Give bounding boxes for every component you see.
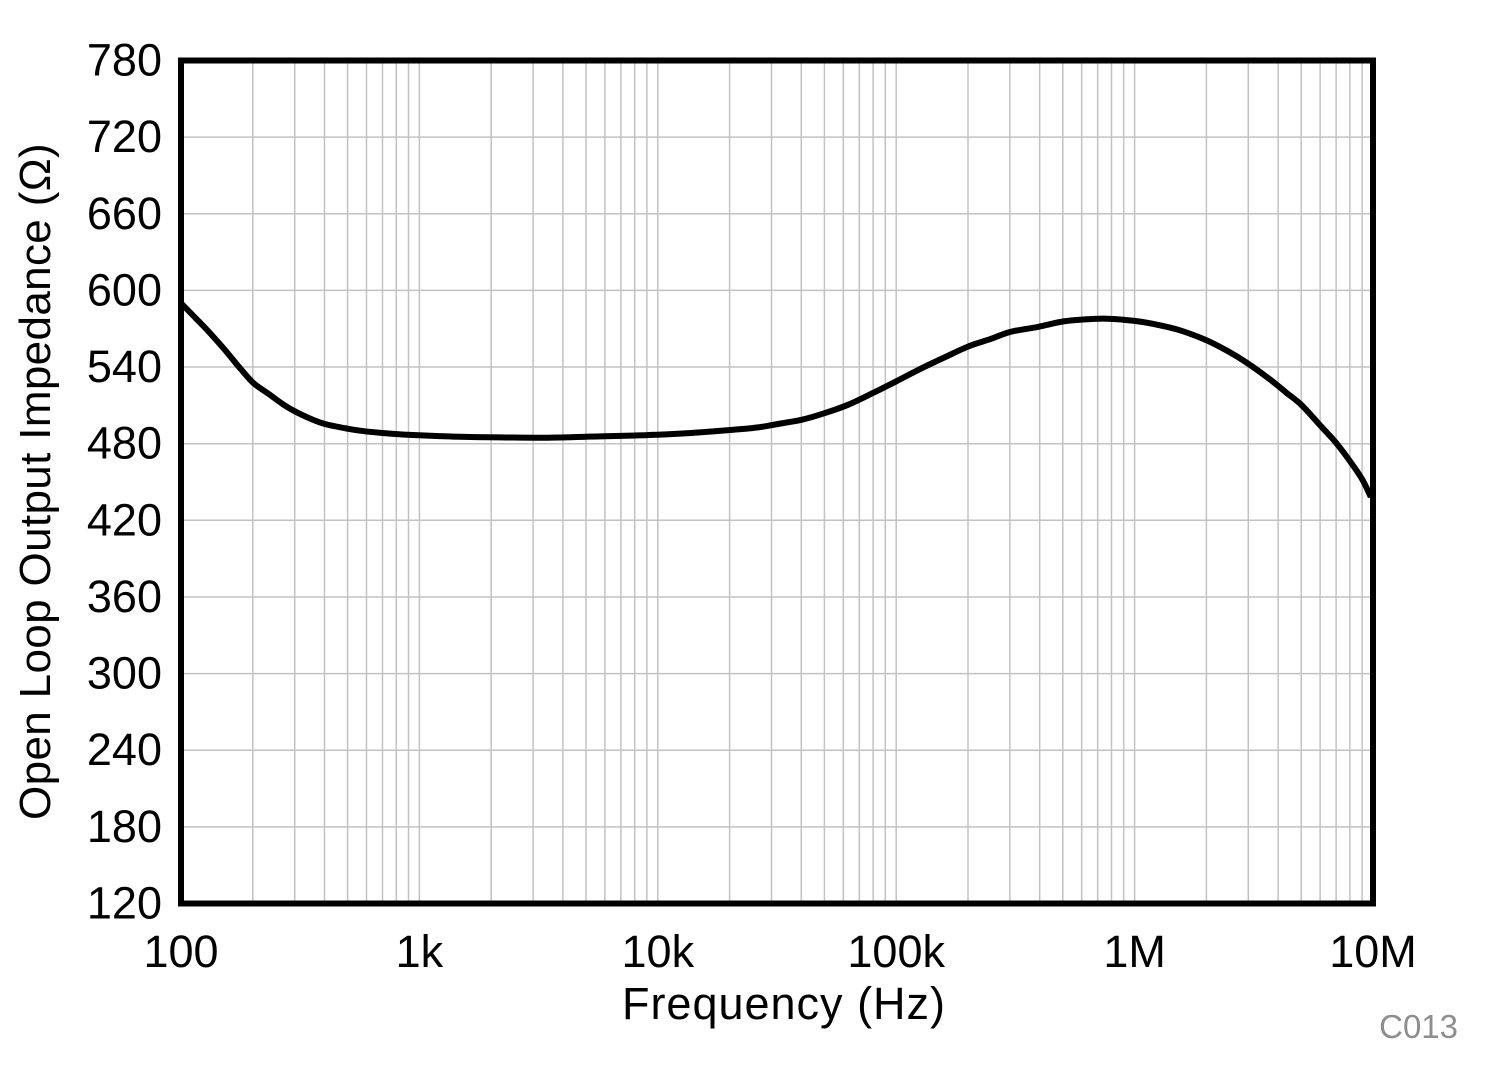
svg-text:1M: 1M <box>1103 926 1166 977</box>
svg-text:Open Loop Output Impedance (Ω): Open Loop Output Impedance (Ω) <box>11 143 60 820</box>
svg-text:100: 100 <box>143 926 218 977</box>
svg-text:300: 300 <box>87 648 162 699</box>
svg-text:480: 480 <box>87 418 162 469</box>
svg-text:420: 420 <box>87 494 162 545</box>
svg-text:C013: C013 <box>1379 1008 1458 1045</box>
svg-text:180: 180 <box>87 801 162 852</box>
svg-text:660: 660 <box>87 188 162 239</box>
svg-text:240: 240 <box>87 724 162 775</box>
svg-text:540: 540 <box>87 341 162 392</box>
svg-text:780: 780 <box>87 35 162 86</box>
svg-text:720: 720 <box>87 111 162 162</box>
svg-text:10k: 10k <box>622 926 695 977</box>
svg-text:Frequency (Hz): Frequency (Hz) <box>622 978 946 1029</box>
svg-text:10M: 10M <box>1329 926 1417 977</box>
svg-text:360: 360 <box>87 571 162 622</box>
svg-text:1k: 1k <box>396 926 444 977</box>
svg-text:600: 600 <box>87 264 162 315</box>
svg-text:120: 120 <box>87 878 162 929</box>
svg-text:100k: 100k <box>847 926 945 977</box>
